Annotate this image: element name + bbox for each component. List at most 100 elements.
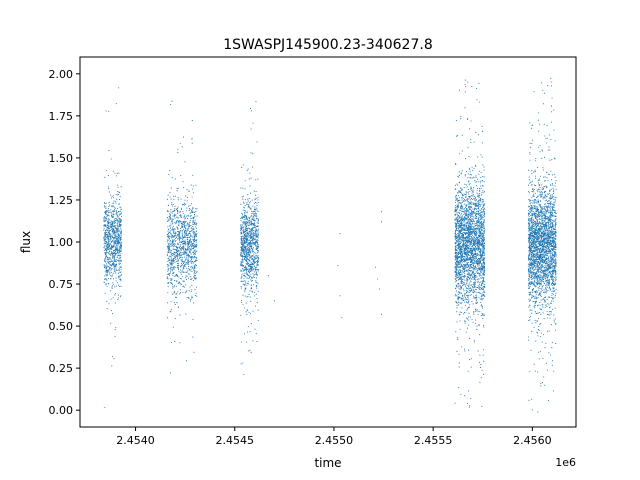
data-point: [481, 313, 483, 315]
data-point: [182, 136, 184, 138]
data-point: [467, 222, 469, 225]
data-point: [183, 262, 185, 264]
data-point: [107, 226, 109, 228]
data-point: [459, 302, 461, 304]
data-point: [470, 284, 472, 286]
data-point: [467, 209, 469, 212]
data-point: [253, 234, 256, 236]
data-point: [112, 272, 114, 274]
data-point: [474, 308, 476, 311]
data-point: [483, 181, 485, 183]
data-point: [478, 82, 480, 84]
data-point: [456, 311, 458, 313]
data-point: [112, 225, 114, 227]
data-point: [110, 194, 112, 196]
data-point: [257, 229, 259, 231]
data-point: [461, 295, 464, 297]
data-point: [467, 249, 469, 252]
data-point: [192, 219, 194, 221]
data-point: [475, 300, 477, 302]
data-point: [194, 266, 196, 268]
data-point: [116, 231, 118, 233]
data-point: [169, 233, 171, 235]
data-point: [477, 267, 479, 270]
data-point: [180, 272, 182, 274]
data-point: [119, 255, 121, 257]
data-point: [118, 263, 120, 265]
data-point: [107, 221, 109, 223]
data-point: [250, 268, 253, 270]
data-point: [112, 233, 114, 235]
data-point: [177, 234, 179, 236]
data-point: [111, 260, 113, 262]
data-point: [257, 218, 259, 220]
data-point: [183, 245, 185, 247]
data-point: [179, 210, 181, 212]
data-point: [117, 237, 120, 239]
data-point: [248, 228, 251, 230]
data-point: [109, 234, 111, 236]
data-point: [167, 263, 169, 266]
data-point: [195, 292, 197, 294]
data-point: [244, 251, 246, 253]
data-point: [252, 205, 254, 207]
data-point: [471, 177, 473, 179]
data-point: [116, 219, 118, 221]
data-point: [459, 284, 461, 287]
data-point: [177, 243, 179, 245]
data-point: [108, 233, 111, 235]
data-point: [476, 276, 478, 278]
data-point: [119, 206, 121, 208]
data-point: [177, 187, 179, 189]
data-point: [242, 239, 244, 241]
data-point: [172, 245, 174, 247]
data-point: [108, 188, 110, 190]
data-point: [190, 278, 192, 280]
data-point: [470, 236, 472, 238]
data-point: [246, 266, 248, 268]
data-point: [469, 128, 471, 130]
data-point: [173, 292, 175, 294]
data-point: [244, 289, 246, 291]
data-point: [105, 278, 107, 280]
data-point: [251, 249, 253, 252]
data-point: [457, 248, 459, 250]
data-point: [475, 131, 477, 133]
data-point: [482, 185, 484, 187]
data-point: [115, 239, 117, 242]
data-point: [193, 257, 195, 259]
data-point: [177, 227, 179, 229]
data-point: [249, 260, 251, 262]
data-point: [168, 274, 171, 276]
data-point: [466, 403, 469, 405]
data-point: [480, 364, 482, 366]
data-point: [256, 247, 258, 249]
data-point: [467, 370, 469, 372]
data-point: [108, 257, 110, 259]
data-point: [250, 244, 252, 246]
data-point: [167, 194, 169, 196]
data-point: [195, 208, 197, 210]
data-point: [105, 225, 107, 227]
data-point: [119, 266, 121, 268]
data-point: [467, 216, 469, 218]
data-point: [113, 241, 115, 243]
data-point: [105, 267, 107, 269]
data-point: [474, 322, 476, 324]
data-point: [454, 184, 456, 186]
data-point: [113, 220, 115, 222]
data-point: [176, 216, 178, 218]
data-point: [176, 188, 178, 190]
data-point: [252, 212, 254, 214]
data-point: [244, 285, 246, 287]
data-point: [120, 285, 122, 288]
data-point: [247, 245, 249, 247]
data-point: [469, 287, 471, 290]
data-point: [111, 222, 114, 224]
data-point: [180, 265, 182, 267]
data-point: [106, 274, 108, 276]
data-point: [191, 247, 193, 250]
data-point: [190, 230, 193, 232]
data-point: [104, 253, 106, 255]
data-point: [477, 156, 479, 158]
